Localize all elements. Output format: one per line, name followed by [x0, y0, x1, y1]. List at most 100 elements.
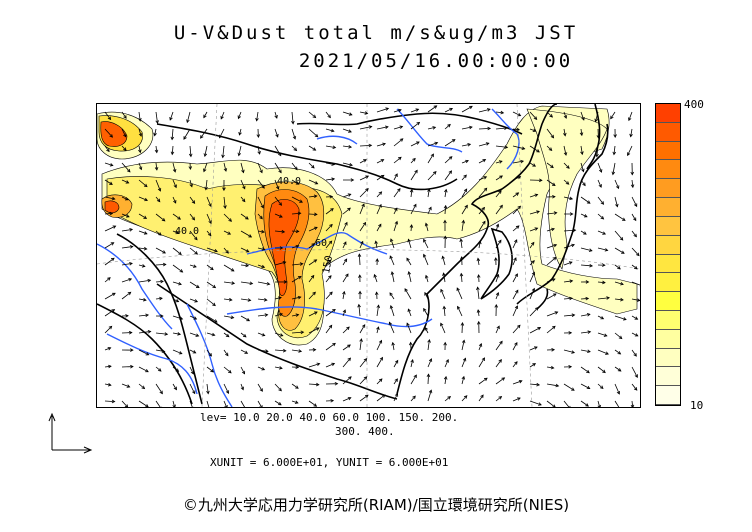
wind-arrow — [563, 244, 575, 249]
wind-arrow — [274, 366, 283, 369]
wind-arrow-head — [583, 231, 587, 235]
wind-arrow-head — [112, 225, 117, 229]
wind-arrow-head — [294, 400, 299, 404]
wind-arrow-head — [550, 365, 555, 370]
wind-arrow-head — [517, 324, 521, 329]
wind-arrow — [291, 296, 301, 300]
wind-arrow-head — [237, 152, 242, 157]
wind-arrow — [478, 377, 488, 385]
wind-arrow-head — [501, 377, 506, 381]
wind-arrow — [291, 263, 303, 266]
wind-arrow — [631, 230, 637, 237]
wind-arrow — [597, 332, 607, 337]
wind-arrow-head — [398, 108, 402, 113]
wind-arrow-head — [422, 253, 427, 258]
wind-arrow-head — [552, 256, 557, 261]
wind-arrow — [512, 128, 520, 131]
wind-arrow — [495, 224, 499, 232]
wind-arrow-head — [247, 298, 252, 302]
wind-arrow-head — [582, 182, 586, 187]
wind-arrow — [325, 145, 336, 149]
wind-arrow-head — [487, 126, 492, 131]
wind-arrow-head — [595, 153, 599, 158]
wind-arrow — [171, 145, 174, 155]
wind-arrow — [444, 359, 449, 368]
wind-arrow-head — [563, 115, 568, 119]
wind-arrow-head — [310, 274, 315, 279]
wind-arrow — [580, 111, 585, 121]
wind-arrow-head — [327, 259, 332, 264]
wind-arrow — [256, 111, 259, 121]
wind-arrow-head — [373, 273, 377, 278]
wind-arrow — [325, 224, 333, 232]
wind-arrow-head — [190, 370, 194, 375]
wind-arrow-head — [385, 125, 389, 129]
wind-arrow-head — [537, 327, 542, 331]
wind-arrow — [628, 111, 633, 121]
wind-arrow — [393, 378, 398, 385]
wind-arrow — [155, 366, 162, 372]
wind-arrow — [512, 380, 523, 385]
wind-arrow-head — [143, 246, 148, 251]
wind-arrow — [512, 257, 517, 266]
wind-arrow-head — [380, 159, 385, 163]
wind-arrow-head — [295, 385, 299, 389]
wind-arrow-head — [424, 291, 428, 296]
wind-arrow — [610, 111, 616, 119]
wind-arrow — [155, 400, 161, 407]
wind-arrow — [423, 254, 429, 266]
wind-arrow — [461, 220, 465, 232]
wind-arrow-head — [138, 166, 143, 171]
wind-arrow — [155, 349, 165, 352]
wind-arrow-head — [192, 390, 196, 395]
wind-arrow — [274, 297, 282, 300]
wind-arrow-head — [299, 262, 304, 266]
wind-arrow-head — [443, 204, 448, 209]
wind-arrow — [631, 332, 638, 337]
wind-arrow-head — [259, 405, 263, 407]
wind-arrow — [597, 383, 604, 389]
wind-arrow-head — [173, 184, 177, 189]
wind-arrow-head — [109, 211, 114, 216]
wind-arrow-head — [328, 324, 333, 329]
wind-arrow — [495, 111, 504, 114]
wind-arrow — [189, 179, 193, 187]
wind-arrow-head — [143, 215, 148, 219]
wind-arrow-head — [175, 298, 180, 303]
wind-arrow-head — [427, 338, 431, 343]
wind-arrow-head — [476, 257, 481, 262]
wind-arrow — [546, 212, 557, 215]
wind-arrow — [512, 361, 518, 368]
wind-arrow — [406, 258, 412, 266]
wind-arrow-head — [259, 169, 263, 174]
wind-arrow — [512, 239, 518, 249]
wind-arrow — [104, 347, 111, 351]
wind-arrow — [308, 363, 320, 368]
wind-arrow-head — [186, 119, 190, 124]
wind-arrow — [393, 173, 398, 181]
wind-arrow-head — [111, 196, 116, 201]
wind-arrow-head — [432, 171, 437, 175]
wind-arrow — [580, 313, 590, 317]
wind-arrow — [308, 400, 317, 407]
wind-arrow — [223, 213, 232, 222]
wind-arrow — [427, 126, 436, 130]
wind-arrow — [393, 109, 402, 113]
wind-arrow-head — [164, 332, 169, 336]
wind-arrow-head — [313, 403, 318, 407]
wind-arrow-head — [619, 237, 624, 241]
wind-arrow — [291, 349, 302, 352]
wind-arrow-head — [312, 114, 317, 119]
wind-arrow — [410, 359, 414, 368]
wind-arrow-head — [110, 257, 115, 262]
wind-arrow-head — [378, 191, 383, 195]
wind-arrow-head — [378, 378, 383, 382]
wind-arrow-head — [412, 395, 416, 400]
wind-arrow — [529, 307, 539, 317]
wind-arrow-head — [413, 203, 417, 208]
wind-arrow-head — [469, 105, 473, 110]
wind-arrow — [495, 325, 500, 334]
wind-arrow — [155, 280, 164, 283]
wind-arrow — [104, 365, 112, 368]
wind-arrow-head — [602, 369, 606, 374]
